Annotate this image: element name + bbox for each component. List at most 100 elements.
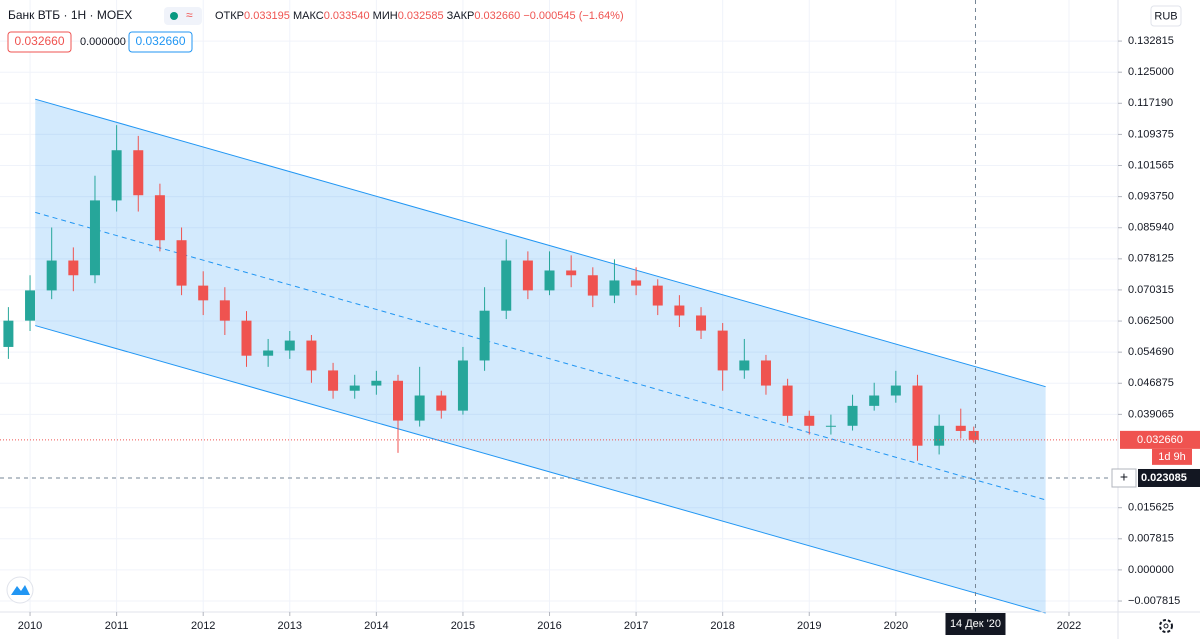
ask-box[interactable] [128, 31, 193, 53]
candle-body [847, 405, 858, 426]
candle-body [3, 320, 14, 347]
candle-body [934, 425, 945, 446]
separator: · [86, 8, 97, 22]
candle-body [133, 150, 144, 196]
crosshair-x-label: 14 Дек '20 [950, 618, 1001, 630]
label: МАКС [293, 10, 324, 22]
candle-body [869, 395, 880, 406]
logo[interactable] [6, 576, 34, 604]
candle-body [198, 285, 209, 301]
currency: RUB [1154, 10, 1177, 22]
candle-body [696, 315, 707, 331]
y-tick-label: 0.078125 [1128, 253, 1174, 265]
bid-box[interactable] [7, 31, 72, 53]
x-tick-label: 2010 [18, 620, 42, 632]
candle-body [436, 395, 447, 411]
x-tick-label: 2020 [884, 620, 908, 632]
y-tick-label: 0.062500 [1128, 315, 1174, 327]
candle-body [176, 240, 187, 286]
channel-upper [35, 98, 1046, 388]
crosshair-x-box [945, 613, 1006, 635]
bid: 0.032660 [14, 34, 64, 48]
y-tick-label: 0.046875 [1128, 377, 1174, 389]
spread: 0.000000 [80, 36, 126, 48]
plot-area [0, 0, 1118, 614]
status-icon: ≈ [186, 8, 193, 22]
value: 0.032660 [474, 10, 520, 22]
candle-body [631, 280, 642, 286]
exchange: MOEX [97, 8, 132, 22]
candle-body [782, 385, 793, 416]
candle-body [349, 385, 360, 391]
symbol: Банк ВТБ · 1Н · MOEX [8, 8, 132, 22]
x-tick-label: 2014 [364, 620, 388, 632]
x-tick-label: 2018 [710, 620, 734, 632]
last-price-box [1120, 430, 1200, 449]
x-tick-label: 2013 [278, 620, 302, 632]
last-price-label: 0.032660 [1137, 434, 1183, 446]
x-tick-label: 2016 [537, 620, 561, 632]
y-tick-label: 0.054690 [1128, 346, 1174, 358]
x-tick-label: 2017 [624, 620, 648, 632]
status-dot [170, 12, 178, 20]
crosshair-y-box [1138, 468, 1200, 487]
x-tick-label: 2022 [1057, 620, 1081, 632]
y-tick-label: 0.007815 [1128, 533, 1174, 545]
countdown-box [1152, 448, 1192, 465]
y-tick-label: 0.015625 [1128, 502, 1174, 514]
y-tick-label: −0.007815 [1128, 595, 1180, 607]
currency-box[interactable] [1150, 5, 1182, 27]
channel-lower [35, 325, 1046, 614]
y-tick-label: 0.125000 [1128, 66, 1174, 78]
y-tick-label: 0.132815 [1128, 35, 1174, 47]
candle-body [609, 280, 620, 296]
candle-body [825, 425, 836, 427]
channel-middle [35, 211, 1046, 501]
candle-body [414, 395, 425, 421]
candle-body [328, 370, 339, 391]
x-tick-label: 2019 [797, 620, 821, 632]
interval: 1Н [71, 8, 86, 22]
candle-body [955, 425, 966, 431]
value: 0.033540 [324, 10, 370, 22]
x-tick-label: 2012 [191, 620, 215, 632]
logo-mark [11, 585, 30, 595]
y-tick-label: 0.117190 [1128, 97, 1173, 109]
candle-body [393, 380, 404, 421]
candle-body [154, 195, 165, 241]
candle-body [739, 360, 750, 371]
candle-body [219, 300, 230, 321]
candle-body [46, 260, 57, 291]
countdown: 1d 9h [1158, 451, 1186, 463]
label: МИН [373, 10, 398, 22]
add-button[interactable] [1111, 468, 1137, 488]
y-tick-label: 0.085940 [1128, 222, 1174, 234]
candle-body [111, 150, 122, 201]
status-toggle[interactable] [164, 7, 202, 25]
candle-body [25, 290, 36, 321]
candle-body [587, 275, 598, 296]
candle-body [674, 305, 685, 316]
candle-body [652, 285, 663, 306]
candle-body [457, 360, 468, 411]
candle-body [68, 260, 79, 276]
candle-body [263, 350, 274, 356]
value: 0.033195 [244, 10, 290, 22]
ask: 0.032660 [135, 34, 185, 48]
candle-body [760, 360, 771, 386]
y-tick-label: 0.101565 [1128, 159, 1174, 171]
gear-hub [1163, 623, 1169, 629]
y-tick-label: 0.000000 [1128, 564, 1174, 576]
add-button-icon: + [1120, 469, 1128, 485]
candle-body [890, 385, 901, 396]
candle-body [912, 385, 923, 446]
change: −0.000545 (−1.64%) [523, 10, 623, 22]
candle-body [371, 380, 382, 386]
candle-body [522, 260, 533, 291]
legend: Банк ВТБ · 1Н · MOEX ≈ ОТКР0.033195 МАКС… [7, 7, 624, 53]
settings[interactable] [1159, 619, 1173, 633]
y-tick-label: 0.070315 [1128, 284, 1174, 296]
crosshair-y-label: 0.023085 [1141, 472, 1187, 484]
y-tick-label: 0.039065 [1128, 408, 1174, 420]
candle-body [501, 260, 512, 311]
